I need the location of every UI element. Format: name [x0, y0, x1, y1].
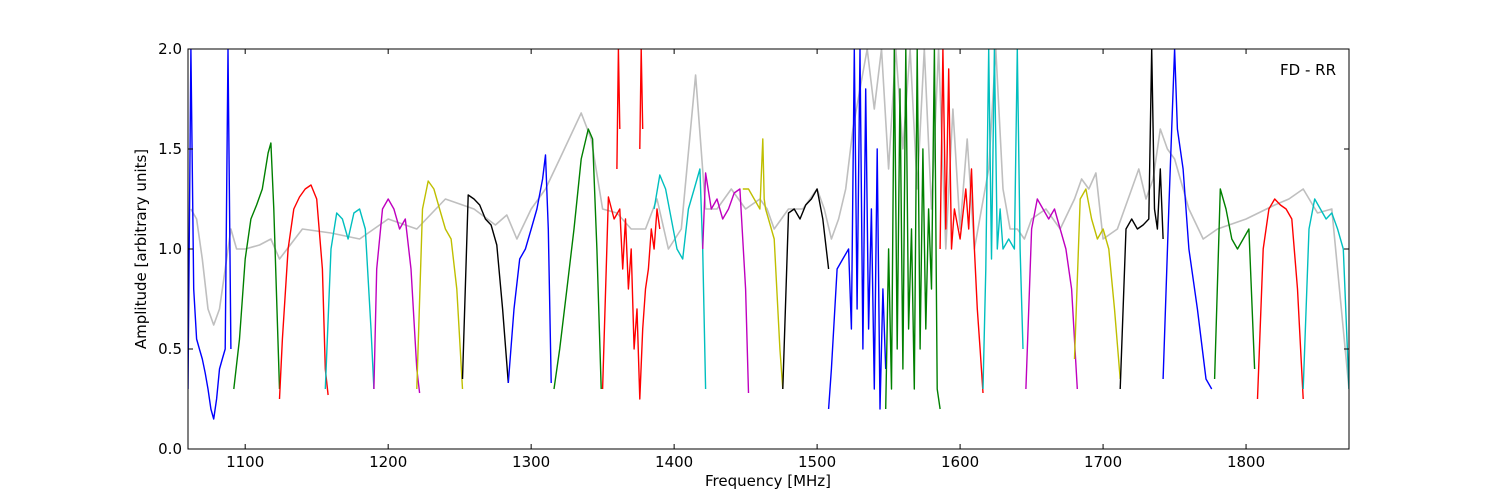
x-tick-label: 1800 [1227, 453, 1265, 471]
series-line-25 [1213, 188, 1256, 380]
series-line-19 [939, 49, 984, 394]
series-line-8 [507, 154, 552, 384]
y-tick-label: 0.5 [158, 340, 182, 358]
series-line-26 [1256, 198, 1304, 400]
series-line-1 [188, 49, 232, 420]
series-line-27 [1302, 198, 1349, 390]
y-tick-label: 0.0 [158, 440, 182, 458]
series-line-2 [233, 142, 281, 390]
series-line-3 [278, 184, 329, 400]
x-tick-label: 1500 [798, 453, 836, 471]
x-tick-label: 1300 [512, 453, 550, 471]
y-tick-label: 1.0 [158, 240, 182, 258]
y-axis-label: Amplitude [arbitrary units] [132, 149, 150, 349]
axis-ticks: 1100 1200 1300 1400 1500 1600 1700 1800 0.0 0.5 1.… [158, 40, 1349, 471]
series-line-12 [639, 49, 644, 150]
series-line-16 [782, 188, 830, 390]
series-line-15 [742, 138, 784, 390]
series-line-23 [1119, 49, 1164, 390]
series-line-18 [885, 49, 941, 410]
series-line-21 [1025, 198, 1078, 390]
x-tick-label: 1100 [226, 453, 264, 471]
series-line-7 [461, 194, 509, 384]
x-tick-label: 1700 [1084, 453, 1122, 471]
y-tick-label: 1.5 [158, 140, 182, 158]
x-tick-label: 1200 [369, 453, 407, 471]
x-tick-label: 1400 [655, 453, 693, 471]
series-line-17 [827, 49, 887, 410]
series-line-24 [1162, 49, 1213, 390]
series-line-13 [653, 168, 707, 390]
series-line-6 [416, 180, 464, 390]
series-line-5 [373, 198, 421, 394]
x-tick-label: 1600 [941, 453, 979, 471]
annotation-label: FD - RR [1280, 61, 1336, 79]
series-line-22 [1073, 188, 1121, 380]
series-line-11 [616, 49, 621, 170]
plot-area [188, 49, 1349, 420]
series-line-9 [553, 128, 602, 390]
series-line-4 [324, 208, 375, 390]
x-axis-label: Frequency [MHz] [705, 472, 831, 490]
y-tick-label: 2.0 [158, 40, 182, 58]
series-line-20 [982, 49, 1024, 390]
series-line-14 [702, 172, 750, 394]
series-line-10 [601, 196, 661, 400]
